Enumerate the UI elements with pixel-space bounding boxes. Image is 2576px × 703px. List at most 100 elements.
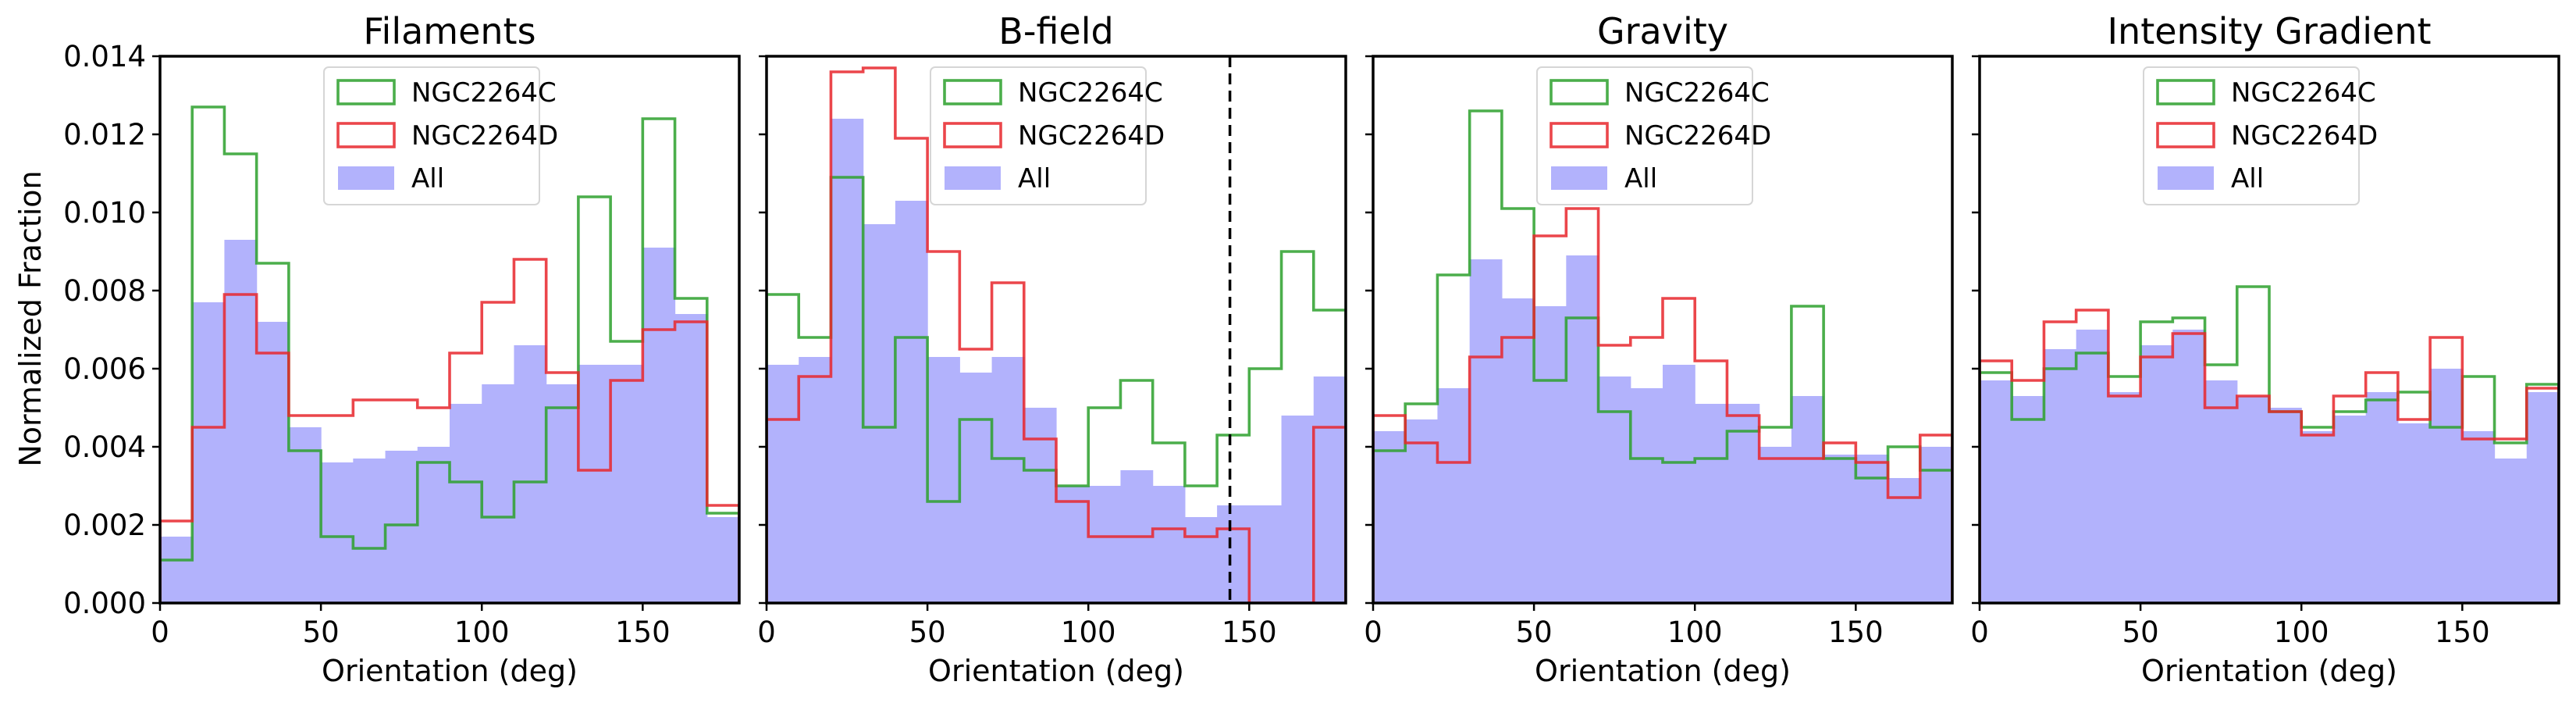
bar-all-170 (2526, 392, 2559, 603)
bar-all-40 (288, 427, 322, 603)
x-tick-label-0: 0 (1364, 616, 1382, 649)
bar-all-0 (160, 537, 193, 603)
x-tick-label-150: 150 (1828, 616, 1884, 649)
bar-all-30 (1469, 259, 1503, 603)
bar-all-100 (1088, 486, 1122, 603)
panel-b-field: NGC2264C NGC2264D All 0 50 100 150 B-field Orien… (757, 10, 1347, 688)
bar-all-130 (1184, 517, 1218, 603)
y-tick-label: 0.008 (63, 274, 146, 308)
plot-area-intensity-gradient (1980, 285, 2559, 603)
bar-all-30 (863, 224, 896, 603)
legend-b-field: NGC2264C NGC2264D All (930, 66, 1165, 205)
legend-patch-ngc2264d (1550, 122, 1609, 148)
bar-all-60 (1566, 255, 1599, 603)
bar-all-90 (450, 404, 482, 603)
legend-patch-all (2158, 166, 2214, 190)
bar-all-130 (2397, 423, 2431, 603)
y-tick-label: 0.000 (63, 587, 146, 620)
x-tick-label-150: 150 (2435, 616, 2490, 649)
bar-all-110 (2333, 416, 2367, 603)
legend-patch-ngc2264c (336, 79, 396, 105)
x-tick-label-50: 50 (303, 616, 340, 649)
bar-all-0 (767, 365, 799, 603)
x-tick-label-0: 0 (151, 616, 169, 649)
bar-all-120 (2365, 392, 2399, 603)
y-tick-label: 0.004 (63, 430, 146, 464)
axes-frame-intensity-gradient (1978, 55, 2560, 605)
legend-patch-ngc2264d (2156, 122, 2215, 148)
bar-all-20 (2044, 349, 2077, 603)
bar-all-140 (1217, 505, 1250, 603)
bar-all-60 (959, 373, 993, 603)
bar-all-150 (2462, 431, 2496, 603)
bar-all-130 (578, 365, 611, 603)
legend-filaments: NGC2264C NGC2264D All (323, 66, 558, 205)
bar-all-90 (1663, 365, 1695, 603)
bar-all-10 (192, 302, 226, 603)
bar-all-0 (1980, 380, 2012, 603)
bar-all-60 (2172, 330, 2206, 603)
bar-all-50 (927, 357, 960, 603)
step-line-ngc2264c (1373, 109, 1952, 603)
step-line-ngc2264c (160, 105, 739, 603)
x-tick-label-0: 0 (757, 616, 776, 649)
bar-all-80 (1630, 388, 1663, 603)
x-tick-label-100: 100 (2274, 616, 2329, 649)
x-axis-label-intensity-gradient: Orientation (deg) (2141, 654, 2397, 688)
x-axis-label-gravity: Orientation (deg) (1535, 654, 1791, 688)
bar-all-10 (1405, 419, 1439, 603)
panel-intensity-gradient: NGC2264C NGC2264D All 0 50 100 150 Intensity Gr… (1970, 10, 2560, 688)
x-tick-label-50: 50 (1516, 616, 1553, 649)
bar-all-20 (224, 240, 258, 603)
y-tick-label: 0.014 (63, 40, 146, 73)
bar-all-140 (2430, 369, 2463, 603)
bar-all-120 (546, 384, 579, 603)
legend-patch-ngc2264d (943, 122, 1002, 148)
legend-label-ngc2264c: NGC2264C (2231, 77, 2376, 109)
bar-all-160 (674, 314, 708, 603)
bar-all-110 (1727, 404, 1760, 603)
bar-all-170 (1313, 376, 1346, 603)
bar-all-120 (1152, 486, 1186, 603)
bar-all-80 (1023, 408, 1057, 603)
x-tick-label-50: 50 (2122, 616, 2159, 649)
axes-frame-b-field (765, 55, 1347, 605)
bar-all-110 (514, 345, 547, 603)
panels-group: NGC2264C NGC2264D All 0 50 100 150 0.000 0.002 0.… (63, 10, 2560, 688)
x-tick-label-0: 0 (1970, 616, 1989, 649)
bar-all-20 (831, 119, 864, 603)
bar-all-90 (1056, 486, 1089, 603)
bar-all-130 (1791, 396, 1824, 603)
bar-all-30 (2076, 330, 2109, 603)
bar-all-70 (385, 451, 418, 603)
bar-all-70 (991, 357, 1025, 603)
x-tick-label-100: 100 (1667, 616, 1723, 649)
legend-label-all: All (411, 163, 444, 194)
bar-all-10 (799, 357, 832, 603)
bar-all-170 (1920, 447, 1952, 603)
panel-title-filaments: Filaments (363, 10, 535, 52)
plot-area-gravity (1373, 109, 1952, 603)
legend-label-ngc2264d: NGC2264D (1624, 120, 1771, 152)
bar-all-120 (1759, 447, 1792, 603)
bar-all-0 (1373, 431, 1406, 603)
bar-all-70 (1598, 376, 1631, 603)
panel-filaments: NGC2264C NGC2264D All 0 50 100 150 0.000 0.002 0.… (63, 10, 741, 688)
legend-label-all: All (2231, 163, 2264, 194)
legend-label-ngc2264c: NGC2264C (411, 77, 557, 109)
bar-all-80 (2236, 396, 2270, 603)
x-tick-label-150: 150 (615, 616, 671, 649)
legend-patch-all (338, 166, 394, 190)
legend-label-ngc2264d: NGC2264D (411, 120, 558, 152)
x-tick-label-100: 100 (454, 616, 510, 649)
step-line-ngc2264d (1373, 207, 1952, 603)
legend-patch-ngc2264d (336, 122, 396, 148)
legend-patch-ngc2264c (2156, 79, 2215, 105)
bar-all-40 (2108, 392, 2141, 603)
plot-area-filaments (160, 105, 739, 603)
bar-all-100 (1695, 404, 1728, 603)
x-tick-label-100: 100 (1061, 616, 1116, 649)
legend-label-ngc2264d: NGC2264D (1018, 120, 1165, 152)
bar-all-50 (321, 462, 354, 603)
bar-all-160 (1281, 416, 1315, 603)
